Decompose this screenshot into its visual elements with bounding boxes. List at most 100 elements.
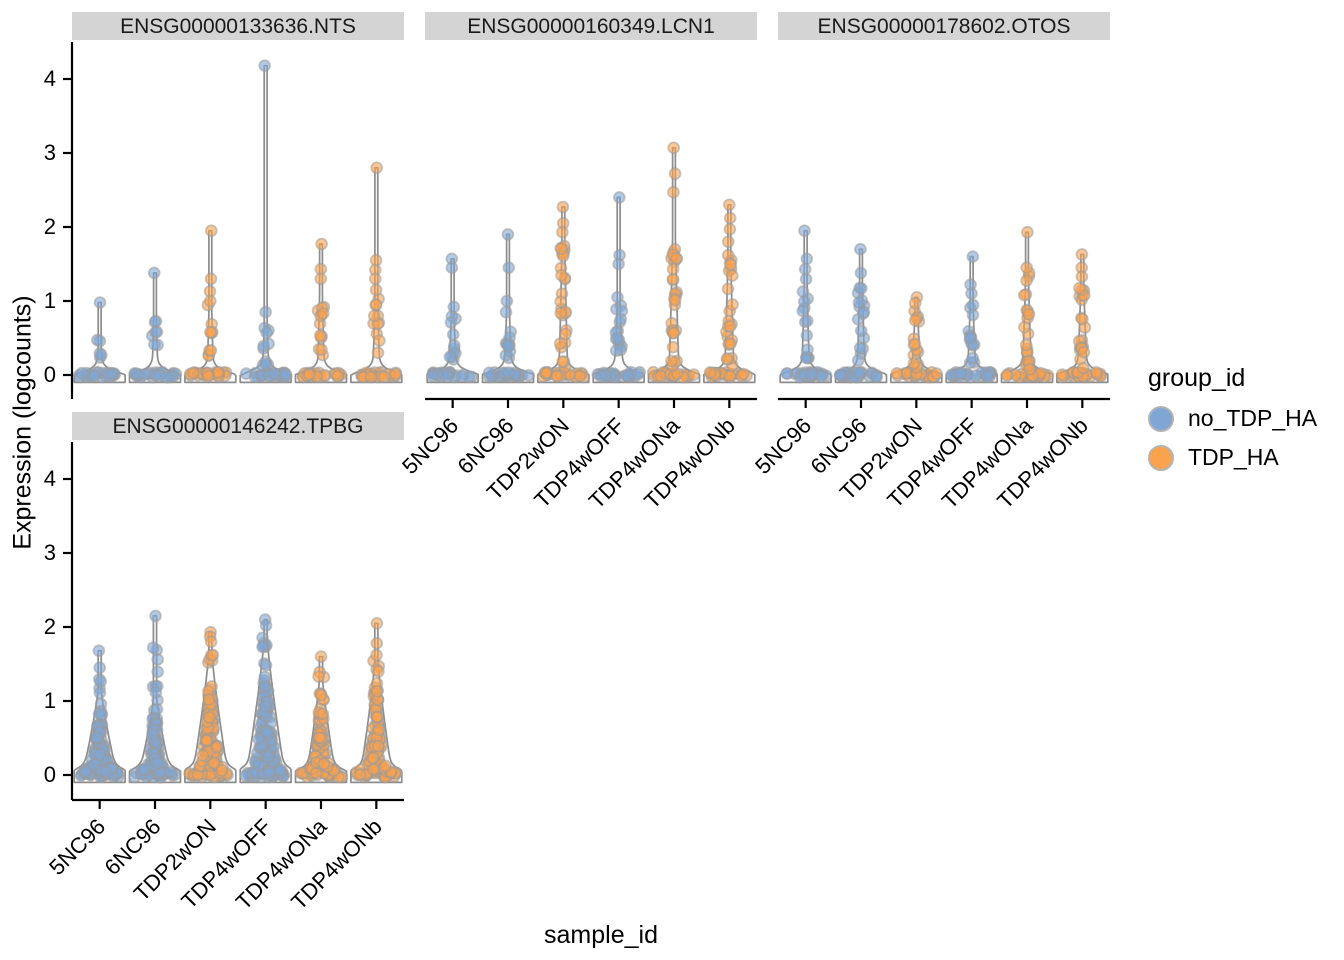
expression-point (313, 731, 327, 744)
expression-point (721, 235, 735, 249)
expression-point (259, 357, 273, 371)
expression-point (203, 710, 216, 724)
y-tick-label: 3 (44, 540, 56, 565)
expression-point (369, 283, 383, 297)
expression-point (1021, 225, 1034, 239)
expression-point (853, 341, 867, 355)
expression-point (370, 161, 384, 175)
expression-point (313, 329, 327, 342)
legend-item-no-tdp-ha: no_TDP_HA (1148, 405, 1317, 432)
expression-point (446, 328, 460, 341)
expression-point (149, 314, 163, 328)
expression-point (667, 141, 680, 155)
expression-point (262, 337, 275, 351)
expression-point (94, 675, 107, 688)
expression-point (204, 635, 218, 649)
facet-strip (425, 12, 757, 40)
expression-point (455, 370, 469, 383)
expression-point (611, 331, 624, 345)
expression-point (210, 740, 224, 754)
expression-point (371, 346, 385, 360)
expression-point (499, 305, 513, 319)
facet-strip (72, 12, 404, 40)
expression-point (966, 250, 980, 263)
expression-point (800, 329, 814, 342)
expression-point (316, 707, 330, 721)
expression-point (314, 688, 328, 702)
expression-point (854, 324, 868, 338)
y-tick-label: 3 (44, 140, 56, 165)
expression-point (373, 334, 386, 347)
expression-point (852, 296, 866, 309)
expression-point (559, 327, 572, 341)
expression-point (259, 619, 273, 632)
expression-point (954, 367, 967, 381)
expression-point (573, 369, 587, 383)
facet-title: ENSG00000146242.TPBG (113, 415, 364, 438)
expression-point (202, 369, 215, 383)
expression-point (314, 272, 328, 286)
expression-point (149, 609, 162, 623)
expression-point (595, 370, 608, 383)
expression-point (205, 224, 218, 238)
expression-point (631, 367, 645, 381)
expression-point (364, 370, 378, 384)
expression-point (204, 294, 217, 308)
expression-point (92, 644, 106, 657)
expression-point (615, 304, 629, 318)
expression-point (95, 348, 108, 362)
expression-point (723, 369, 737, 383)
expression-point (215, 764, 229, 777)
legend-swatch-tdp-ha (1148, 444, 1174, 471)
expression-point (722, 198, 736, 212)
expression-point (389, 367, 402, 381)
expression-point (366, 763, 380, 776)
expression-point (204, 325, 217, 339)
expression-point (553, 337, 567, 350)
expression-point (315, 343, 328, 356)
expression-point (273, 763, 287, 776)
expression-point (798, 368, 811, 381)
expression-point (370, 684, 384, 698)
expression-point (1076, 312, 1089, 326)
expression-point (612, 257, 625, 271)
expression-point (908, 314, 922, 327)
expression-point (857, 305, 871, 319)
expression-point (444, 316, 458, 329)
expression-point (1075, 248, 1089, 261)
facet-title: ENSG00000178602.OTOS (818, 15, 1071, 38)
x-axis-title: sample_id (544, 921, 658, 949)
expression-point (370, 616, 384, 630)
y-tick-label: 0 (44, 362, 56, 387)
facet-strip (72, 412, 404, 440)
expression-point (981, 370, 994, 384)
expression-point (666, 262, 680, 276)
expression-point (99, 765, 113, 779)
facet-strip (778, 12, 1110, 40)
expression-point (370, 648, 383, 662)
expression-point (501, 228, 515, 241)
expression-point (969, 369, 982, 382)
expression-point (966, 351, 979, 365)
expression-point (666, 340, 680, 354)
expression-point (611, 290, 624, 304)
expression-point (670, 251, 683, 265)
expression-point (207, 756, 221, 770)
y-tick-label: 1 (44, 688, 56, 713)
legend-title: group_id (1148, 364, 1246, 392)
expression-point (1077, 345, 1091, 359)
expression-point (1000, 369, 1014, 382)
expression-point (151, 665, 165, 679)
y-tick-label: 0 (44, 762, 56, 787)
expression-point (801, 343, 814, 357)
expression-point (93, 296, 107, 309)
expression-point (196, 749, 210, 762)
expression-point (186, 366, 200, 380)
x-tick-label: 5NC96 (397, 413, 463, 479)
expression-point (667, 326, 680, 340)
expression-point (279, 367, 293, 381)
expression-point (163, 765, 177, 779)
expression-point (147, 266, 161, 280)
